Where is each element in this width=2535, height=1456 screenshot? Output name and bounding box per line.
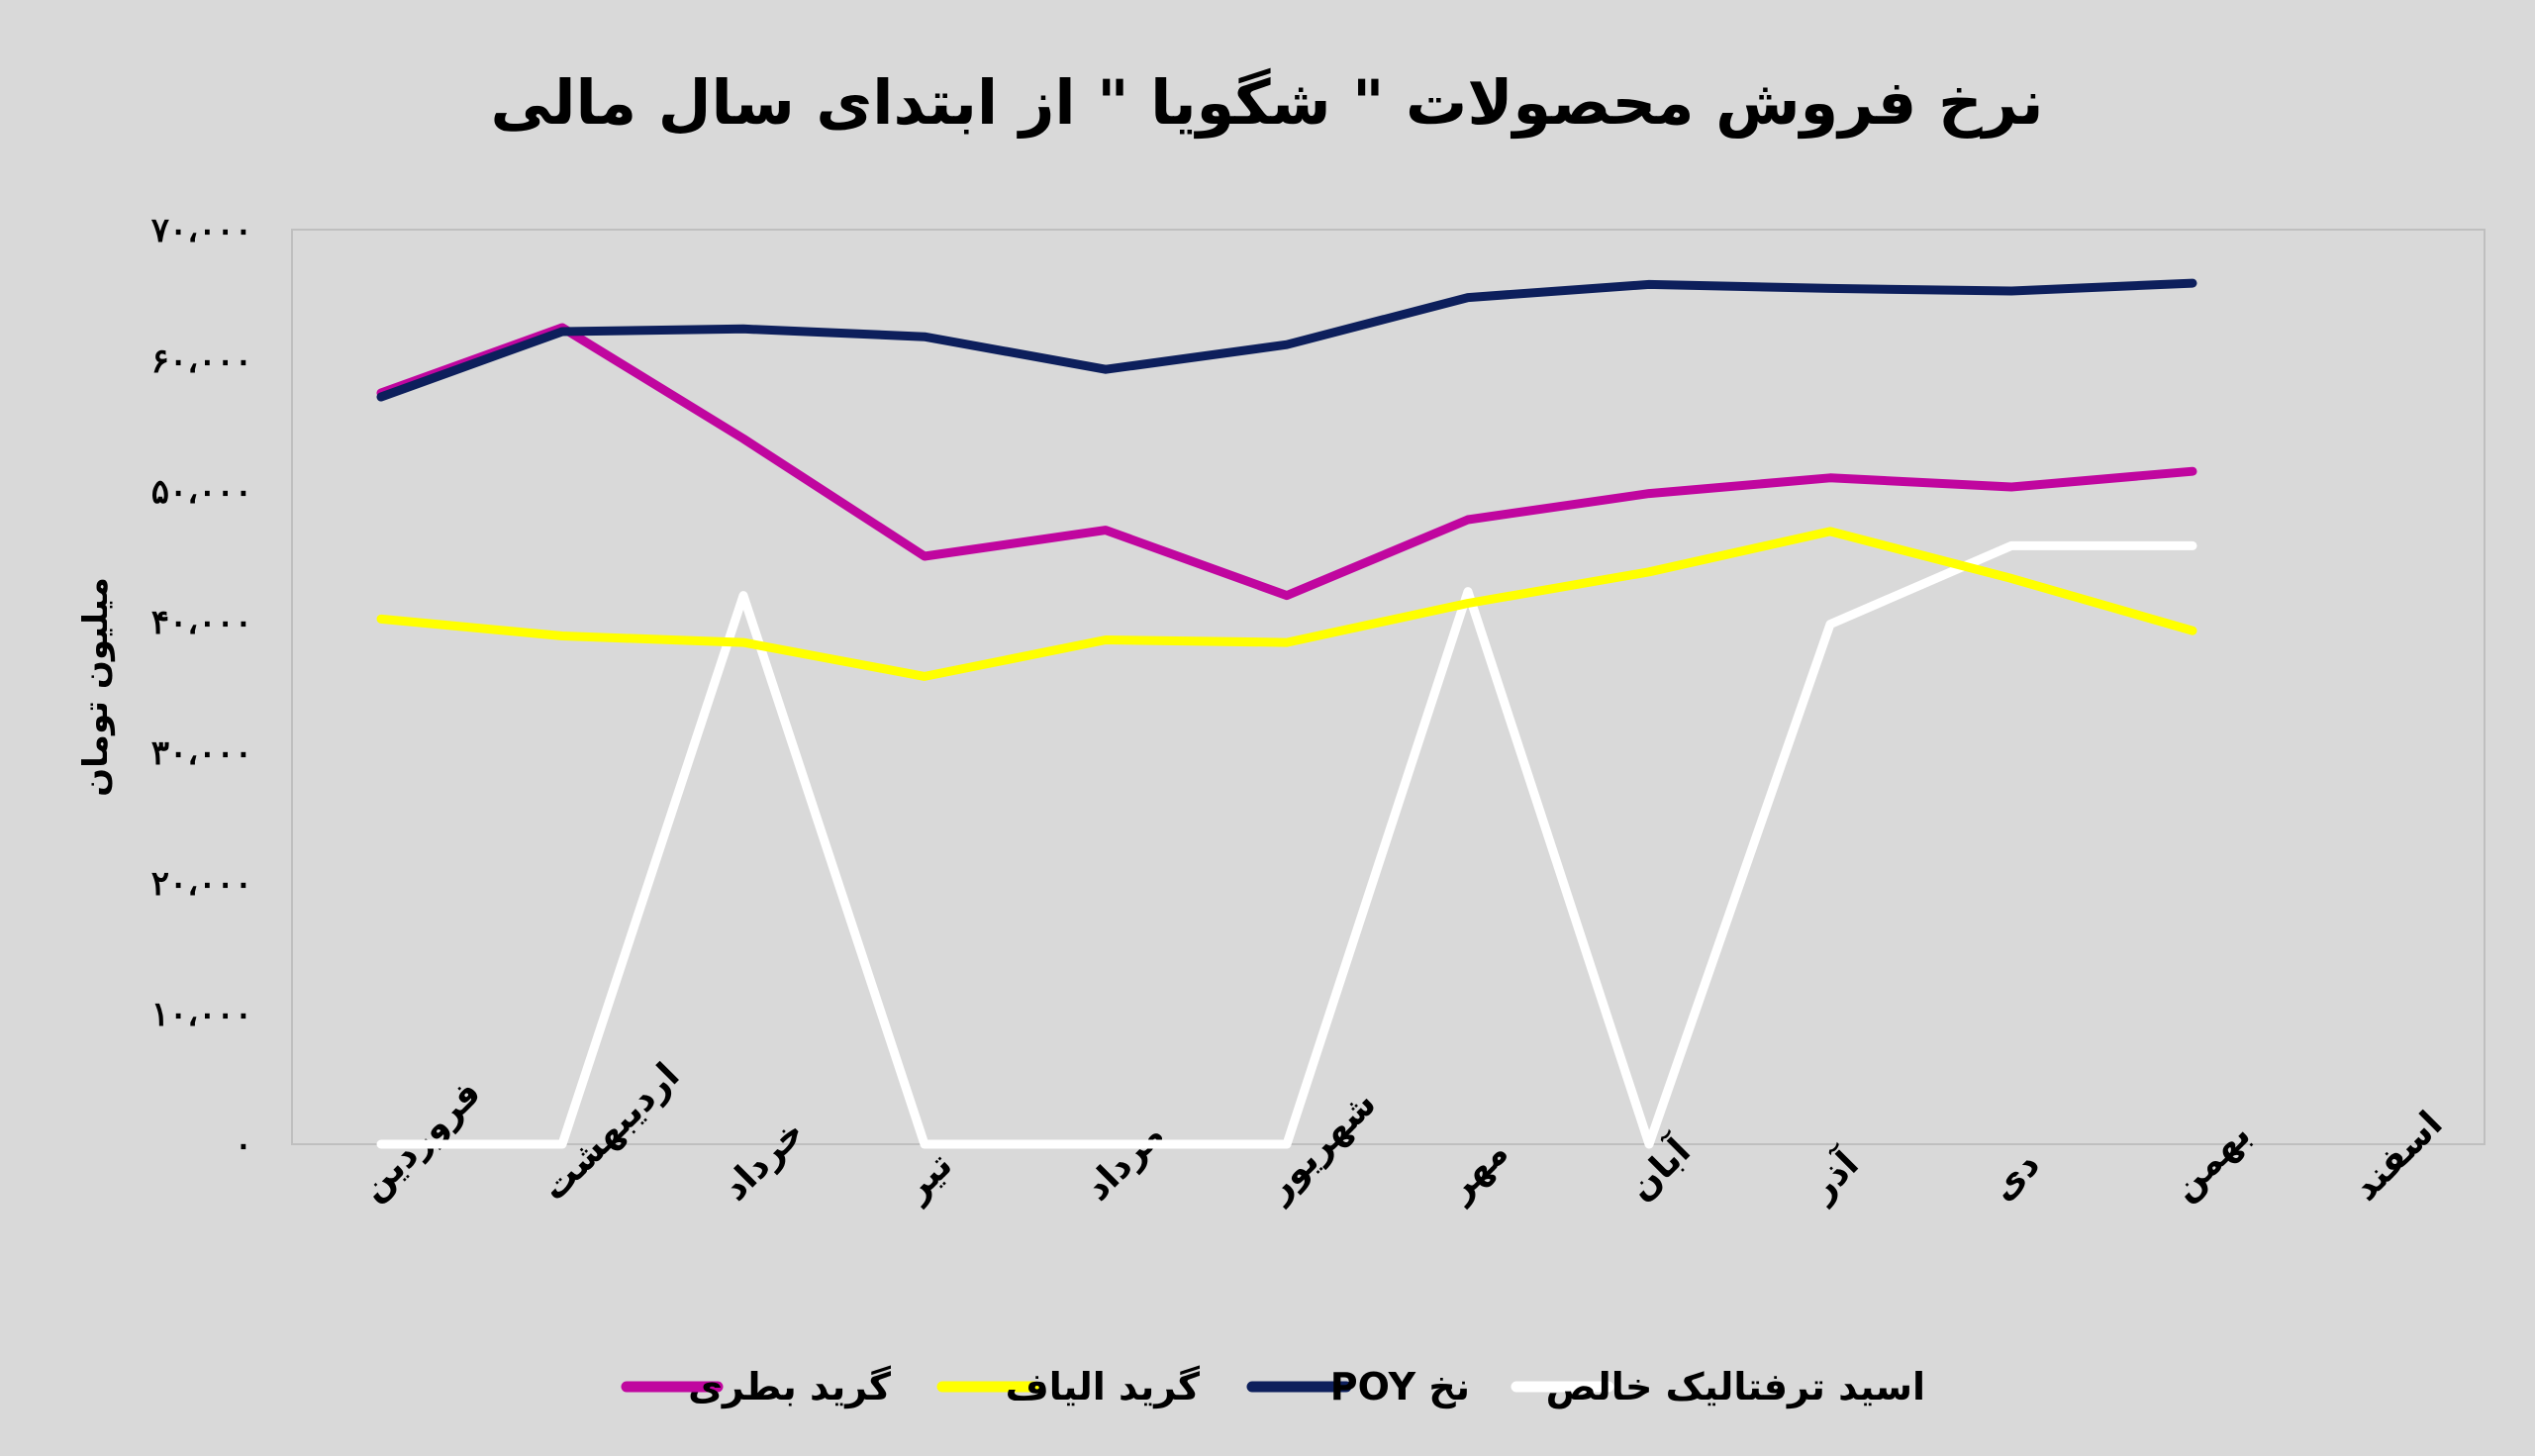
series-lines [376,278,2197,1149]
legend-label: گرید بطری [688,1365,892,1408]
x-tick-label: آذر [1799,1141,1868,1211]
x-tick-label: تیر [895,1145,960,1211]
y-tick-label: ۴۰،۰۰۰ [151,603,252,642]
series-line-1 [376,527,2197,681]
legend-label: نخ POY [1330,1365,1470,1408]
y-tick-label: ۲۰،۰۰۰ [151,864,252,904]
y-tick-label: ۵۰،۰۰۰ [151,472,252,512]
y-axis-label: میلیون تومان [76,577,116,797]
y-tick-label: ۰ [235,1125,252,1165]
y-tick-label: ۶۰،۰۰۰ [151,341,252,381]
chart-title: نرخ فروش محصولات " شگویا " از ابتدای سال… [490,66,2043,139]
y-tick-label: ۳۰،۰۰۰ [151,733,252,773]
series-line-3 [376,540,2197,1149]
y-axis-ticks: ۰ ۱۰،۰۰۰ ۲۰،۰۰۰ ۳۰،۰۰۰ ۴۰،۰۰۰ ۵۰،۰۰۰ ۶۰،۰۰۰ ۷۰،… [151,211,252,1165]
legend: گرید بطری گرید الیاف نخ POY اسید ترفتالیک خ… [621,1365,1925,1408]
legend-label: گرید الیاف [1006,1365,1201,1408]
legend-label: اسید ترفتالیک خالص [1546,1365,1925,1408]
series-line-0 [376,323,2197,601]
y-tick-label: ۱۰،۰۰۰ [151,995,252,1034]
y-tick-label: ۷۰،۰۰۰ [151,211,252,250]
x-tick-label: دی [1983,1144,2047,1209]
series-line-2 [376,278,2197,402]
